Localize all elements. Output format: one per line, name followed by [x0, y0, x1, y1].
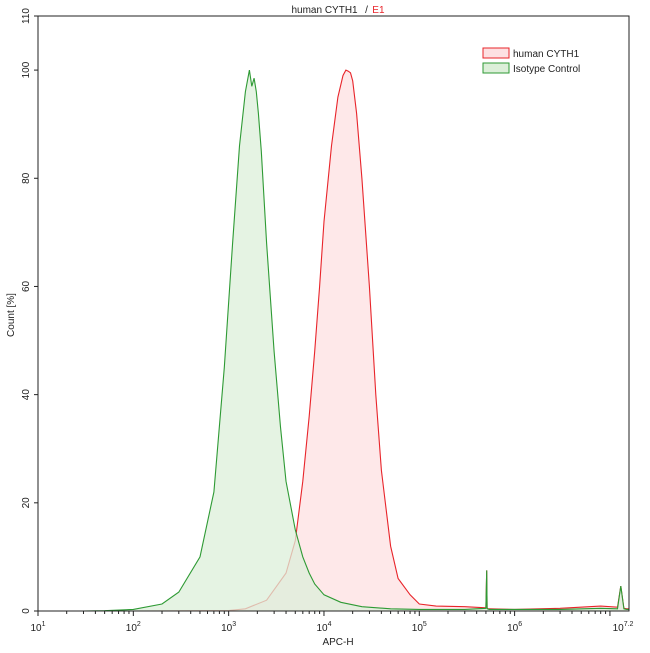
y-tick-label: 80 [21, 172, 32, 184]
y-axis: 0 20 40 60 80 100 110 [21, 8, 38, 614]
y-tick-label: 20 [21, 497, 32, 509]
title-separator: / [365, 5, 368, 16]
y-tick-label: 100 [21, 61, 32, 78]
y-axis-label: Count [%] [6, 293, 17, 337]
title-text: human CYTH1 [291, 5, 358, 16]
y-tick-label: 0 [21, 608, 32, 614]
y-tick-label: 40 [21, 389, 32, 401]
series-area-1 [133, 70, 630, 612]
x-tick-label: 103 [221, 621, 236, 634]
x-tick-label: 105 [412, 621, 427, 634]
x-tick-label: 101 [30, 621, 45, 634]
legend: human CYTH1 Isotype Control [482, 47, 580, 75]
chart-title: human CYTH1 / E1 [291, 0, 384, 17]
series-layer [38, 69, 630, 612]
x-tick-label: 104 [316, 621, 331, 634]
x-tick-label: 106 [507, 621, 522, 634]
y-tick-label: 110 [21, 8, 32, 24]
legend-swatch-2 [482, 62, 510, 74]
x-tick-label: 107.2 [613, 621, 634, 634]
x-axis: 101 102 103 104 105 106 107.2 [30, 611, 634, 634]
legend-label-1: human CYTH1 [513, 49, 580, 60]
y-tick-label: 60 [21, 280, 32, 292]
x-tick-label: 102 [126, 621, 141, 634]
title-gate: E1 [372, 5, 385, 16]
legend-label-2: Isotype Control [513, 64, 580, 75]
x-axis-label: APC-H [322, 637, 353, 648]
series-line-2 [38, 69, 629, 612]
plot-frame [37, 15, 630, 612]
legend-swatch-1 [482, 47, 510, 59]
